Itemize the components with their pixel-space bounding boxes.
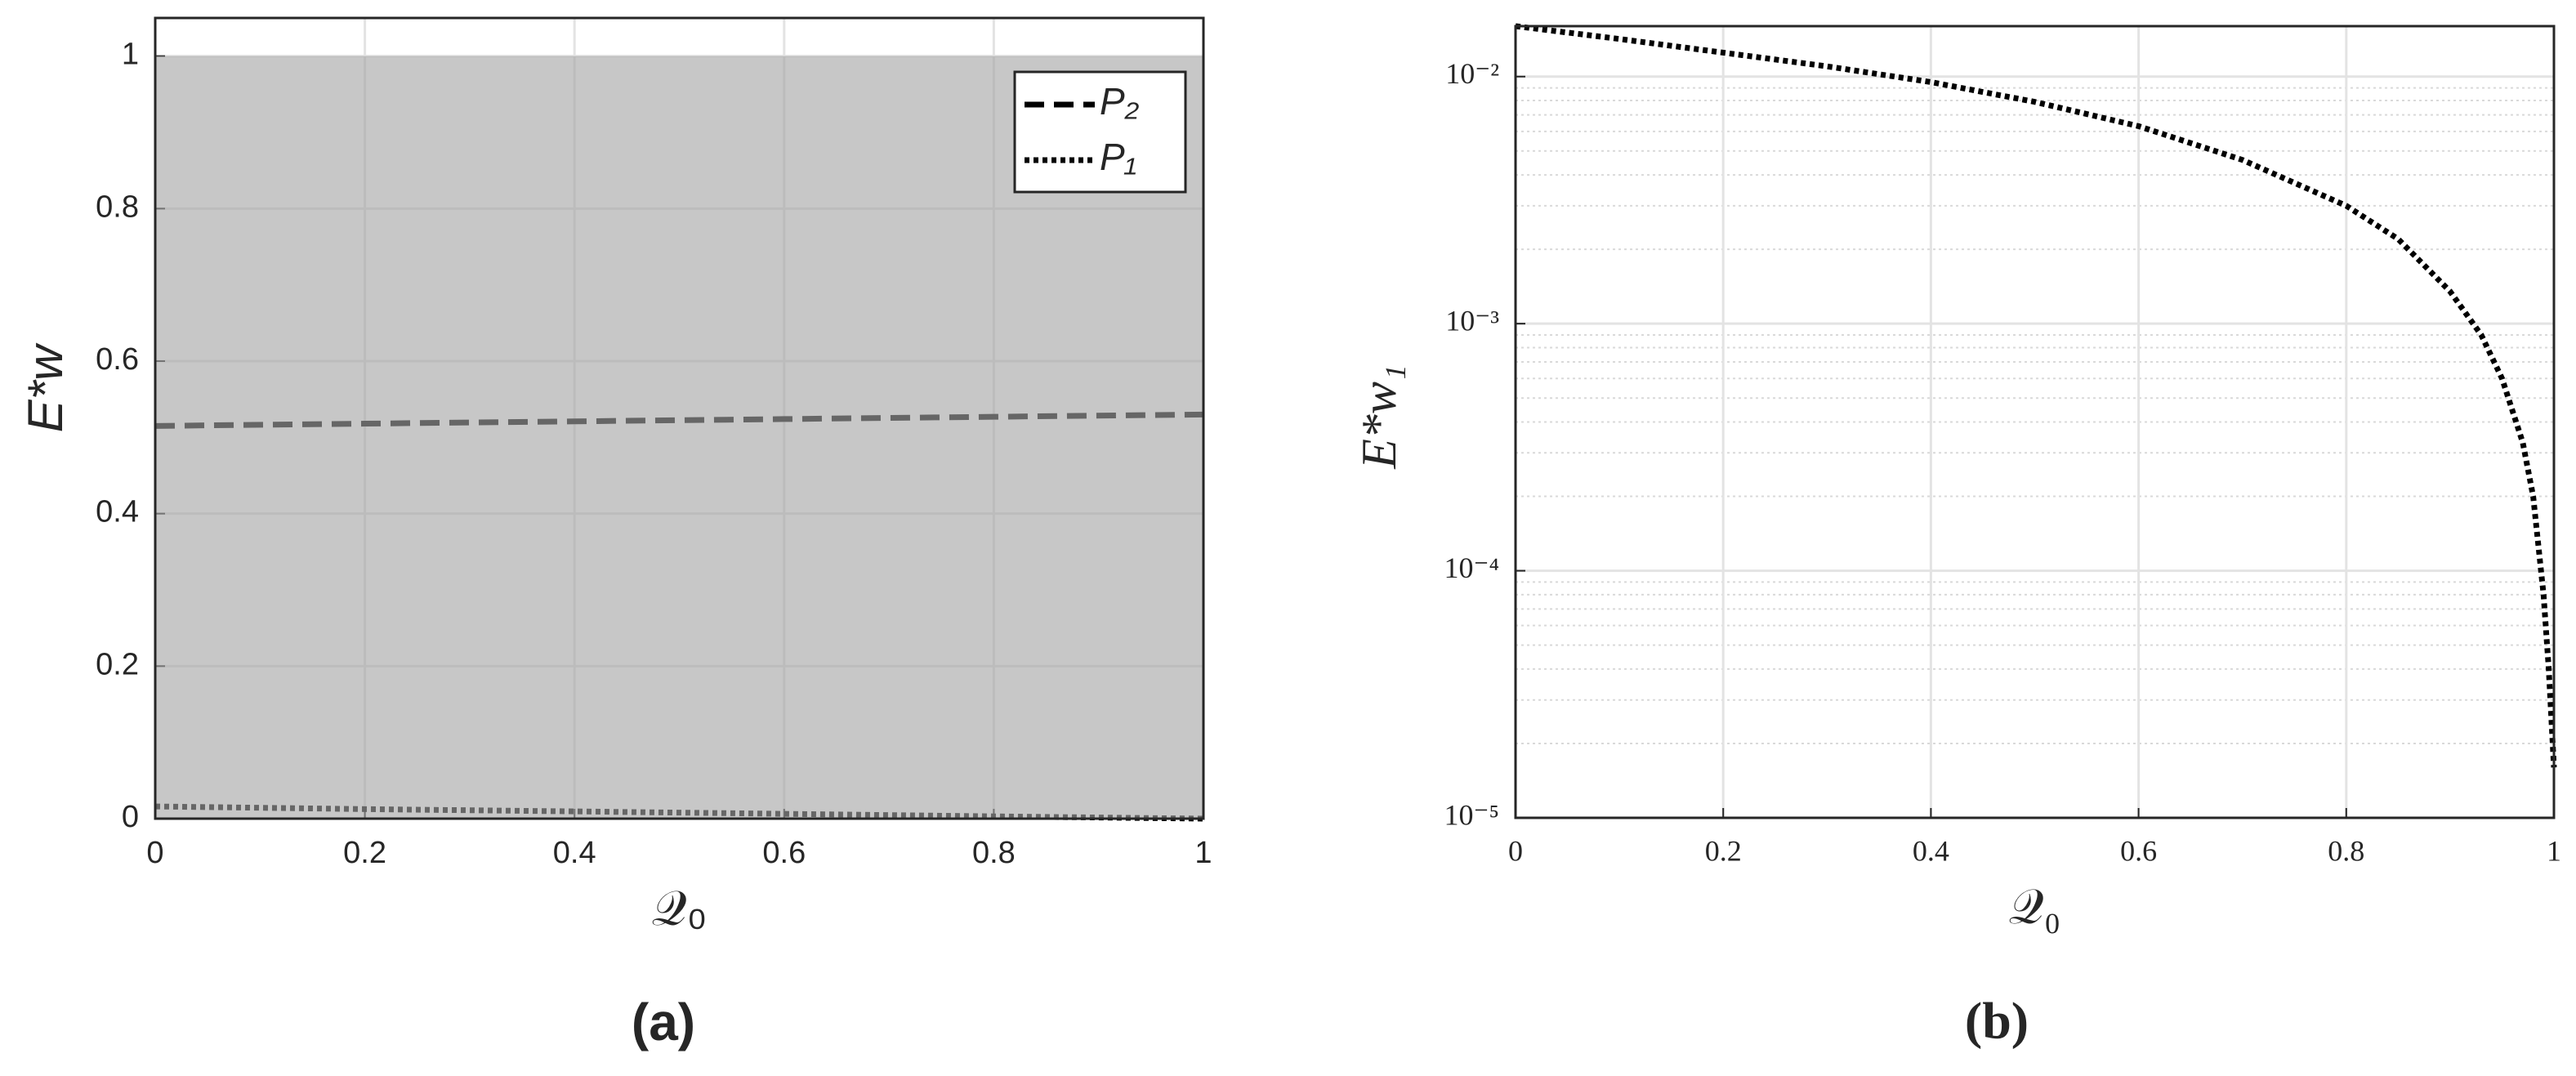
x-tick-label: 0 — [146, 836, 163, 870]
x-tick-label: 0 — [1508, 834, 1523, 867]
y-axis-label: E*w — [18, 342, 73, 432]
x-tick-label: 0.2 — [1705, 834, 1742, 867]
y-tick-label: 10⁻³ — [1445, 304, 1499, 337]
x-tick-label: 1 — [2547, 834, 2561, 867]
x-tick-label: 0.2 — [343, 836, 386, 870]
caption: (a) — [632, 993, 695, 1051]
caption: (b) — [1965, 992, 2029, 1050]
x-axis-label: 𝒬₀ — [652, 881, 708, 935]
plot-frame — [154, 16, 1205, 820]
legend-box — [1013, 70, 1187, 194]
y-tick-label: 0.2 — [96, 647, 139, 681]
legend-label: P₂ — [1100, 80, 1140, 123]
panel-a: 0 0.2 0.4 0.6 0.8 1 0 0.2 0.4 0.6 0.8 1 P₂ P₁ E*w 𝒬₀ (a) — [18, 16, 1212, 1051]
x-tick-label: 0.6 — [2120, 834, 2157, 867]
y-tick-label: 0.8 — [96, 190, 139, 224]
y-tick-label: 10⁻⁴ — [1444, 551, 1499, 584]
y-tick-label: 1 — [122, 38, 139, 72]
x-axis-label: 𝒬₀ — [2009, 880, 2061, 934]
panel-b: 0 0.2 0.4 0.6 0.8 1 10⁻⁵ 10⁻⁴ 10⁻³ 10⁻² E*w₁ 𝒬₀ (b) — [1352, 23, 2561, 1050]
legend-label: P₁ — [1100, 136, 1136, 178]
plot-frame — [1514, 25, 2556, 819]
x-tick-label: 0.6 — [762, 836, 806, 870]
x-tick-label: 1 — [1194, 836, 1212, 870]
y-tick-label: 0.4 — [96, 495, 139, 529]
y-tick-label: 0 — [122, 800, 139, 834]
x-tick-label: 0.8 — [2328, 834, 2364, 867]
x-tick-label: 0.4 — [1913, 834, 1949, 867]
x-tick-label: 0.8 — [972, 836, 1016, 870]
y-axis-label: E*w₁ — [1352, 364, 1406, 470]
x-tick-label: 0.4 — [553, 836, 596, 870]
y-tick-label: 10⁻⁵ — [1444, 798, 1499, 831]
y-tick-label: 0.6 — [96, 342, 139, 377]
y-tick-label: 10⁻² — [1445, 57, 1499, 90]
data-line — [1515, 23, 2557, 768]
